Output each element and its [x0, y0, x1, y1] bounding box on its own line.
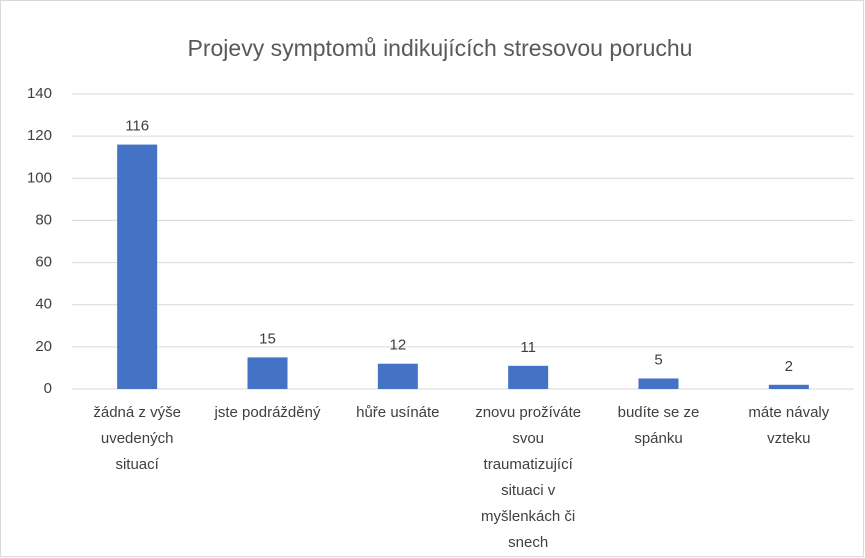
- x-tick-label: jste podrážděný: [214, 404, 321, 421]
- data-label: 2: [785, 358, 793, 375]
- y-tick-label: 100: [27, 169, 52, 186]
- y-tick-label: 0: [44, 380, 52, 397]
- bar: [508, 365, 549, 389]
- x-tick-label: budíte se ze spánku: [617, 404, 700, 447]
- bar: [638, 378, 679, 389]
- y-tick-label: 60: [35, 254, 52, 271]
- x-tick-label: máte návaly vzteku: [748, 404, 830, 447]
- y-tick-label: 140: [27, 85, 52, 102]
- bar: [768, 384, 809, 389]
- bar: [377, 363, 418, 389]
- data-label: 11: [520, 339, 536, 356]
- y-tick-label: 20: [35, 338, 52, 355]
- data-label: 15: [259, 330, 276, 347]
- x-tick-label: hůře usínáte: [356, 404, 440, 421]
- bar: [247, 357, 288, 389]
- x-tick-label: žádná z výše uvedených situací: [93, 404, 181, 473]
- x-tick-label: znovu prožíváte svou traumatizující situ…: [475, 404, 582, 551]
- y-tick-label: 80: [35, 211, 52, 228]
- y-tick-label: 120: [27, 127, 52, 144]
- bar: [117, 144, 158, 389]
- chart-title: Projevy symptomů indikujících stresovou …: [188, 35, 693, 61]
- data-label: 5: [654, 351, 662, 368]
- y-tick-label: 40: [35, 296, 52, 313]
- data-label: 12: [389, 337, 406, 354]
- data-label: 116: [125, 118, 149, 135]
